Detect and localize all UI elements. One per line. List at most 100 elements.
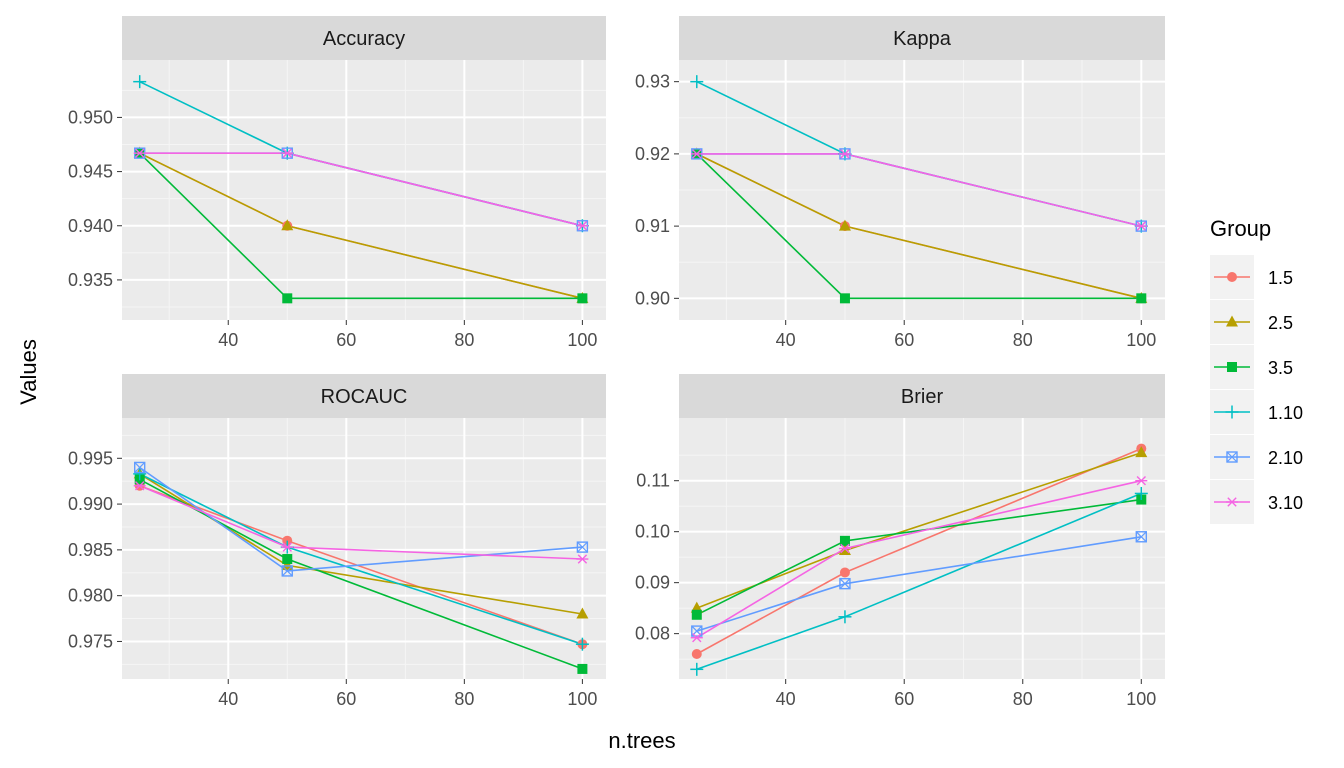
legend-key-marker xyxy=(1226,451,1238,463)
facet-strip xyxy=(679,374,1165,418)
x-tick-label: 100 xyxy=(1126,330,1156,350)
legend-key-1.5: 1.5 xyxy=(1210,255,1293,299)
x-tick-label: 80 xyxy=(1013,689,1033,709)
data-point-3.10 xyxy=(1135,221,1148,231)
x-axis-title: n.trees xyxy=(608,728,675,753)
facet-title: Brier xyxy=(901,386,944,408)
facet-panels: Accuracy 40 60 80 100 0.935 0.940 0.945 0.950 Kap… xyxy=(68,16,1165,709)
marker-group xyxy=(690,443,1148,676)
data-point-3.5 xyxy=(839,293,850,304)
data-point-2.10 xyxy=(576,541,589,553)
legend-label: 1.5 xyxy=(1268,268,1293,288)
data-point-3.10 xyxy=(690,149,703,159)
legend-key-marker xyxy=(1226,497,1238,507)
x-tick-label: 40 xyxy=(776,330,796,350)
legend-label: 2.5 xyxy=(1268,313,1293,333)
legend-label: 3.10 xyxy=(1268,493,1303,513)
legend-key-marker xyxy=(1227,362,1237,372)
data-point-1.5 xyxy=(691,649,702,660)
data-point-1.10 xyxy=(133,75,147,89)
facet-rocauc: ROCAUC 40 60 80 100 0.975 0.980 0.985 0.990 0.995 xyxy=(68,374,606,709)
data-point-3.5 xyxy=(282,293,293,304)
data-point-3.10 xyxy=(576,221,589,231)
y-tick-label: 0.940 xyxy=(68,216,113,236)
y-tick-label: 0.90 xyxy=(635,288,670,308)
data-point-3.5 xyxy=(577,293,588,304)
facet-kappa: Kappa 40 60 80 100 0.90 0.91 0.92 0.93 xyxy=(635,16,1165,350)
y-tick-label: 0.975 xyxy=(68,631,113,651)
legend-key-2.5: 2.5 xyxy=(1210,300,1293,344)
y-tick-label: 0.985 xyxy=(68,540,113,560)
data-point-1.10 xyxy=(1134,486,1148,500)
y-tick-label: 0.10 xyxy=(635,522,670,542)
data-point-3.10 xyxy=(838,149,851,159)
x-tick-label: 40 xyxy=(776,689,796,709)
data-point-3.10 xyxy=(133,148,146,158)
data-point-3.5 xyxy=(282,554,293,565)
legend-title: Group xyxy=(1210,216,1271,241)
data-point-1.5 xyxy=(839,567,850,578)
y-tick-label: 0.990 xyxy=(68,494,113,514)
x-tick-label: 100 xyxy=(1126,689,1156,709)
gridlines xyxy=(679,418,1165,679)
data-point-1.10 xyxy=(690,662,704,676)
y-tick-label: 0.93 xyxy=(635,72,670,92)
y-tick-label: 0.950 xyxy=(68,107,113,127)
y-tick-label: 0.09 xyxy=(635,573,670,593)
x-tick-label: 100 xyxy=(567,330,597,350)
panel-background xyxy=(122,418,606,679)
legend-label: 2.10 xyxy=(1268,448,1303,468)
facet-accuracy: Accuracy 40 60 80 100 0.935 0.940 0.945 0.950 xyxy=(68,16,606,350)
marker-group xyxy=(133,75,589,304)
legend-key-marker xyxy=(1227,272,1237,282)
y-tick-label: 0.995 xyxy=(68,448,113,468)
facet-title: ROCAUC xyxy=(321,386,408,408)
data-point-3.10 xyxy=(576,554,589,564)
legend-key-3.10: 3.10 xyxy=(1210,480,1303,524)
x-tick-label: 60 xyxy=(336,689,356,709)
y-tick-label: 0.945 xyxy=(68,162,113,182)
data-point-3.5 xyxy=(839,535,850,546)
y-tick-label: 0.935 xyxy=(68,270,113,290)
legend-label: 1.10 xyxy=(1268,403,1303,423)
x-tick-label: 80 xyxy=(454,330,474,350)
data-point-3.5 xyxy=(577,663,588,674)
y-tick-label: 0.08 xyxy=(635,624,670,644)
data-point-3.5 xyxy=(691,609,702,620)
y-tick-label: 0.980 xyxy=(68,586,113,606)
y-tick-label: 0.91 xyxy=(635,216,670,236)
data-point-1.10 xyxy=(133,467,147,481)
marker-group xyxy=(690,75,1148,304)
x-tick-label: 40 xyxy=(218,330,238,350)
data-point-1.10 xyxy=(838,610,852,624)
facet-strip xyxy=(122,374,606,418)
marker-group xyxy=(133,461,589,674)
y-axis-title: Values xyxy=(16,339,41,405)
y-tick-label: 0.92 xyxy=(635,144,670,164)
x-tick-label: 80 xyxy=(454,689,474,709)
x-tick-label: 60 xyxy=(336,330,356,350)
legend-label: 3.5 xyxy=(1268,358,1293,378)
x-tick-label: 40 xyxy=(218,689,238,709)
data-point-3.10 xyxy=(1135,476,1148,486)
data-point-2.5 xyxy=(576,607,589,619)
gridlines xyxy=(122,418,606,679)
data-point-3.10 xyxy=(133,481,146,491)
panel-background xyxy=(122,60,606,320)
legend: Group 1.5 2.5 3.5 1.10 2.10 3.10 xyxy=(1210,216,1303,524)
x-tick-label: 60 xyxy=(894,330,914,350)
data-point-3.10 xyxy=(281,542,294,552)
legend-key-marker xyxy=(1226,315,1238,327)
data-point-3.5 xyxy=(1136,293,1147,304)
x-tick-label: 100 xyxy=(567,689,597,709)
legend-key-1.10: 1.10 xyxy=(1210,390,1303,434)
facet-title: Kappa xyxy=(893,28,952,50)
data-point-3.10 xyxy=(281,148,294,158)
data-point-2.10 xyxy=(1135,531,1147,543)
data-point-3.10 xyxy=(838,543,851,554)
data-point-2.10 xyxy=(839,577,851,590)
data-point-2.5 xyxy=(1135,446,1148,458)
x-tick-label: 60 xyxy=(894,689,914,709)
legend-key-3.5: 3.5 xyxy=(1210,345,1293,389)
